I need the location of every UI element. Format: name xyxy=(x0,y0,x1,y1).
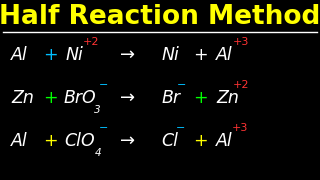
Text: +: + xyxy=(194,132,208,150)
Text: ClO: ClO xyxy=(64,132,95,150)
Text: −: − xyxy=(177,80,186,90)
Text: →: → xyxy=(120,89,135,107)
Text: Zn: Zn xyxy=(216,89,239,107)
Text: +2: +2 xyxy=(232,80,249,90)
Text: +: + xyxy=(194,46,208,64)
Text: 3: 3 xyxy=(94,105,101,115)
Text: 4: 4 xyxy=(94,148,101,158)
Text: →: → xyxy=(120,46,135,64)
Text: +: + xyxy=(194,89,208,107)
Text: −: − xyxy=(99,80,108,90)
Text: Al: Al xyxy=(216,132,233,150)
Text: +3: +3 xyxy=(232,37,249,47)
Text: Al: Al xyxy=(216,46,233,64)
Text: +: + xyxy=(43,132,58,150)
Text: Al: Al xyxy=(11,132,28,150)
Text: Ni: Ni xyxy=(66,46,84,64)
Text: Half Reaction Method: Half Reaction Method xyxy=(0,4,320,30)
Text: BrO: BrO xyxy=(64,89,97,107)
Text: →: → xyxy=(120,132,135,150)
Text: +: + xyxy=(43,89,58,107)
Text: Al: Al xyxy=(11,46,28,64)
Text: −: − xyxy=(175,123,185,133)
Text: Zn: Zn xyxy=(11,89,34,107)
Text: Cl: Cl xyxy=(162,132,179,150)
Text: +2: +2 xyxy=(83,37,99,47)
Text: Ni: Ni xyxy=(162,46,180,64)
Text: −: − xyxy=(99,123,108,133)
Text: Br: Br xyxy=(162,89,180,107)
Text: +3: +3 xyxy=(232,123,248,133)
Text: +: + xyxy=(43,46,58,64)
